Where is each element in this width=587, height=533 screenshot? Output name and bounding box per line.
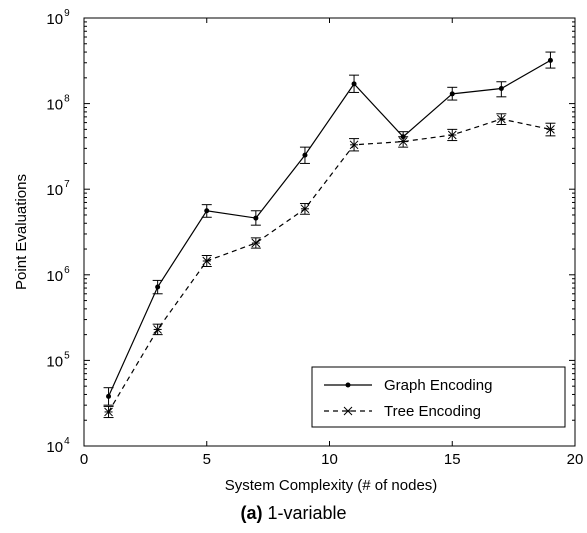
- caption-text: 1-variable: [262, 503, 347, 523]
- y-tick-base: 10: [46, 439, 63, 456]
- x-tick-label: 5: [203, 451, 211, 468]
- data-point: [251, 238, 261, 248]
- data-point: [447, 130, 457, 140]
- figure-caption: (a) 1-variable: [0, 503, 587, 524]
- y-tick-base: 10: [46, 97, 63, 114]
- legend-label: Graph Encoding: [384, 377, 492, 394]
- y-tick-exponent: 7: [64, 179, 70, 190]
- y-tick-label: 106: [46, 265, 70, 285]
- y-tick-base: 10: [46, 353, 63, 370]
- y-tick-exponent: 5: [64, 350, 70, 361]
- data-point: [106, 393, 112, 399]
- x-axis-label: System Complexity (# of nodes): [225, 477, 438, 494]
- data-point: [155, 284, 161, 290]
- data-point: [546, 125, 555, 134]
- series-graph-encoding: [103, 51, 556, 406]
- data-point: [204, 208, 210, 214]
- y-tick-label: 104: [46, 436, 70, 456]
- data-point: [349, 140, 359, 150]
- data-point: [253, 215, 259, 221]
- y-tick-label: 108: [46, 94, 70, 114]
- y-tick-exponent: 6: [64, 265, 70, 276]
- data-point: [547, 57, 553, 63]
- y-tick-base: 10: [46, 268, 63, 285]
- y-tick-exponent: 9: [64, 8, 70, 19]
- data-point: [300, 204, 310, 214]
- x-tick-label: 15: [444, 451, 461, 468]
- legend-marker: [343, 406, 353, 416]
- y-tick-base: 10: [46, 11, 63, 28]
- x-tick-label: 0: [80, 451, 88, 468]
- data-point: [302, 152, 308, 158]
- data-point: [498, 86, 504, 92]
- data-point: [351, 81, 357, 87]
- data-point: [104, 407, 113, 417]
- data-series: [103, 51, 556, 419]
- data-point: [496, 114, 506, 124]
- series-line: [108, 59, 551, 397]
- legend: Graph Encoding Tree Encoding: [311, 366, 566, 428]
- caption-label: (a): [240, 503, 263, 523]
- y-tick-exponent: 4: [64, 436, 70, 447]
- legend-box: [311, 366, 566, 428]
- series-tree-encoding: [103, 113, 556, 419]
- data-point: [398, 137, 408, 146]
- legend-marker: [345, 382, 351, 388]
- data-point: [202, 256, 212, 266]
- x-tick-label: 20: [567, 451, 584, 468]
- data-point: [449, 91, 455, 97]
- y-tick-exponent: 8: [64, 94, 70, 105]
- y-tick-label: 109: [46, 8, 70, 28]
- x-tick-label: 10: [321, 451, 338, 468]
- y-tick-label: 105: [46, 350, 70, 370]
- y-tick-label: 107: [46, 179, 70, 199]
- data-point: [153, 325, 163, 334]
- legend-label: Tree Encoding: [384, 403, 481, 420]
- series-line: [108, 118, 551, 413]
- y-axis-label: Point Evaluations: [13, 174, 30, 290]
- y-tick-base: 10: [46, 182, 63, 199]
